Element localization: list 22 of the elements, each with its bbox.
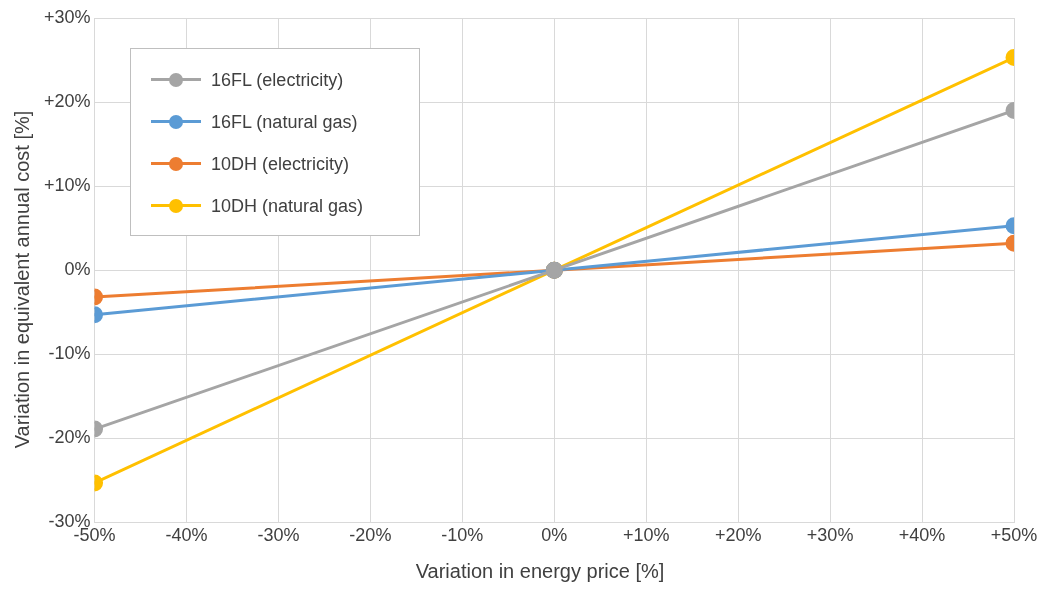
y-axis-title: Variation in equivalent annual cost [%] [10, 109, 34, 451]
legend-label: 16FL (electricity) [211, 69, 344, 91]
x-tick-label: -10% [441, 525, 484, 546]
y-tick-label: +30% [43, 6, 91, 27]
y-tick-label: -20% [48, 427, 91, 448]
legend-label: 10DH (natural gas) [211, 195, 364, 217]
y-tick-label: +10% [43, 175, 91, 196]
y-tick-label: -10% [48, 343, 91, 364]
legend-label: 10DH (electricity) [211, 153, 350, 175]
legend-label: 16FL (natural gas) [211, 111, 358, 133]
x-tick-label: -20% [349, 525, 392, 546]
x-tick-label: +50% [990, 525, 1038, 546]
y-tick-label: 0% [64, 259, 91, 280]
x-axis-title: Variation in energy price [%] [414, 560, 666, 583]
x-tick-label: +20% [714, 525, 762, 546]
x-tick-label: -40% [165, 525, 208, 546]
y-tick-label: +20% [43, 91, 91, 112]
x-tick-label: 0% [541, 525, 568, 546]
x-tick-label: -30% [257, 525, 300, 546]
x-tick-label: +10% [622, 525, 670, 546]
x-tick-label: +30% [806, 525, 854, 546]
x-tick-label: +40% [898, 525, 946, 546]
